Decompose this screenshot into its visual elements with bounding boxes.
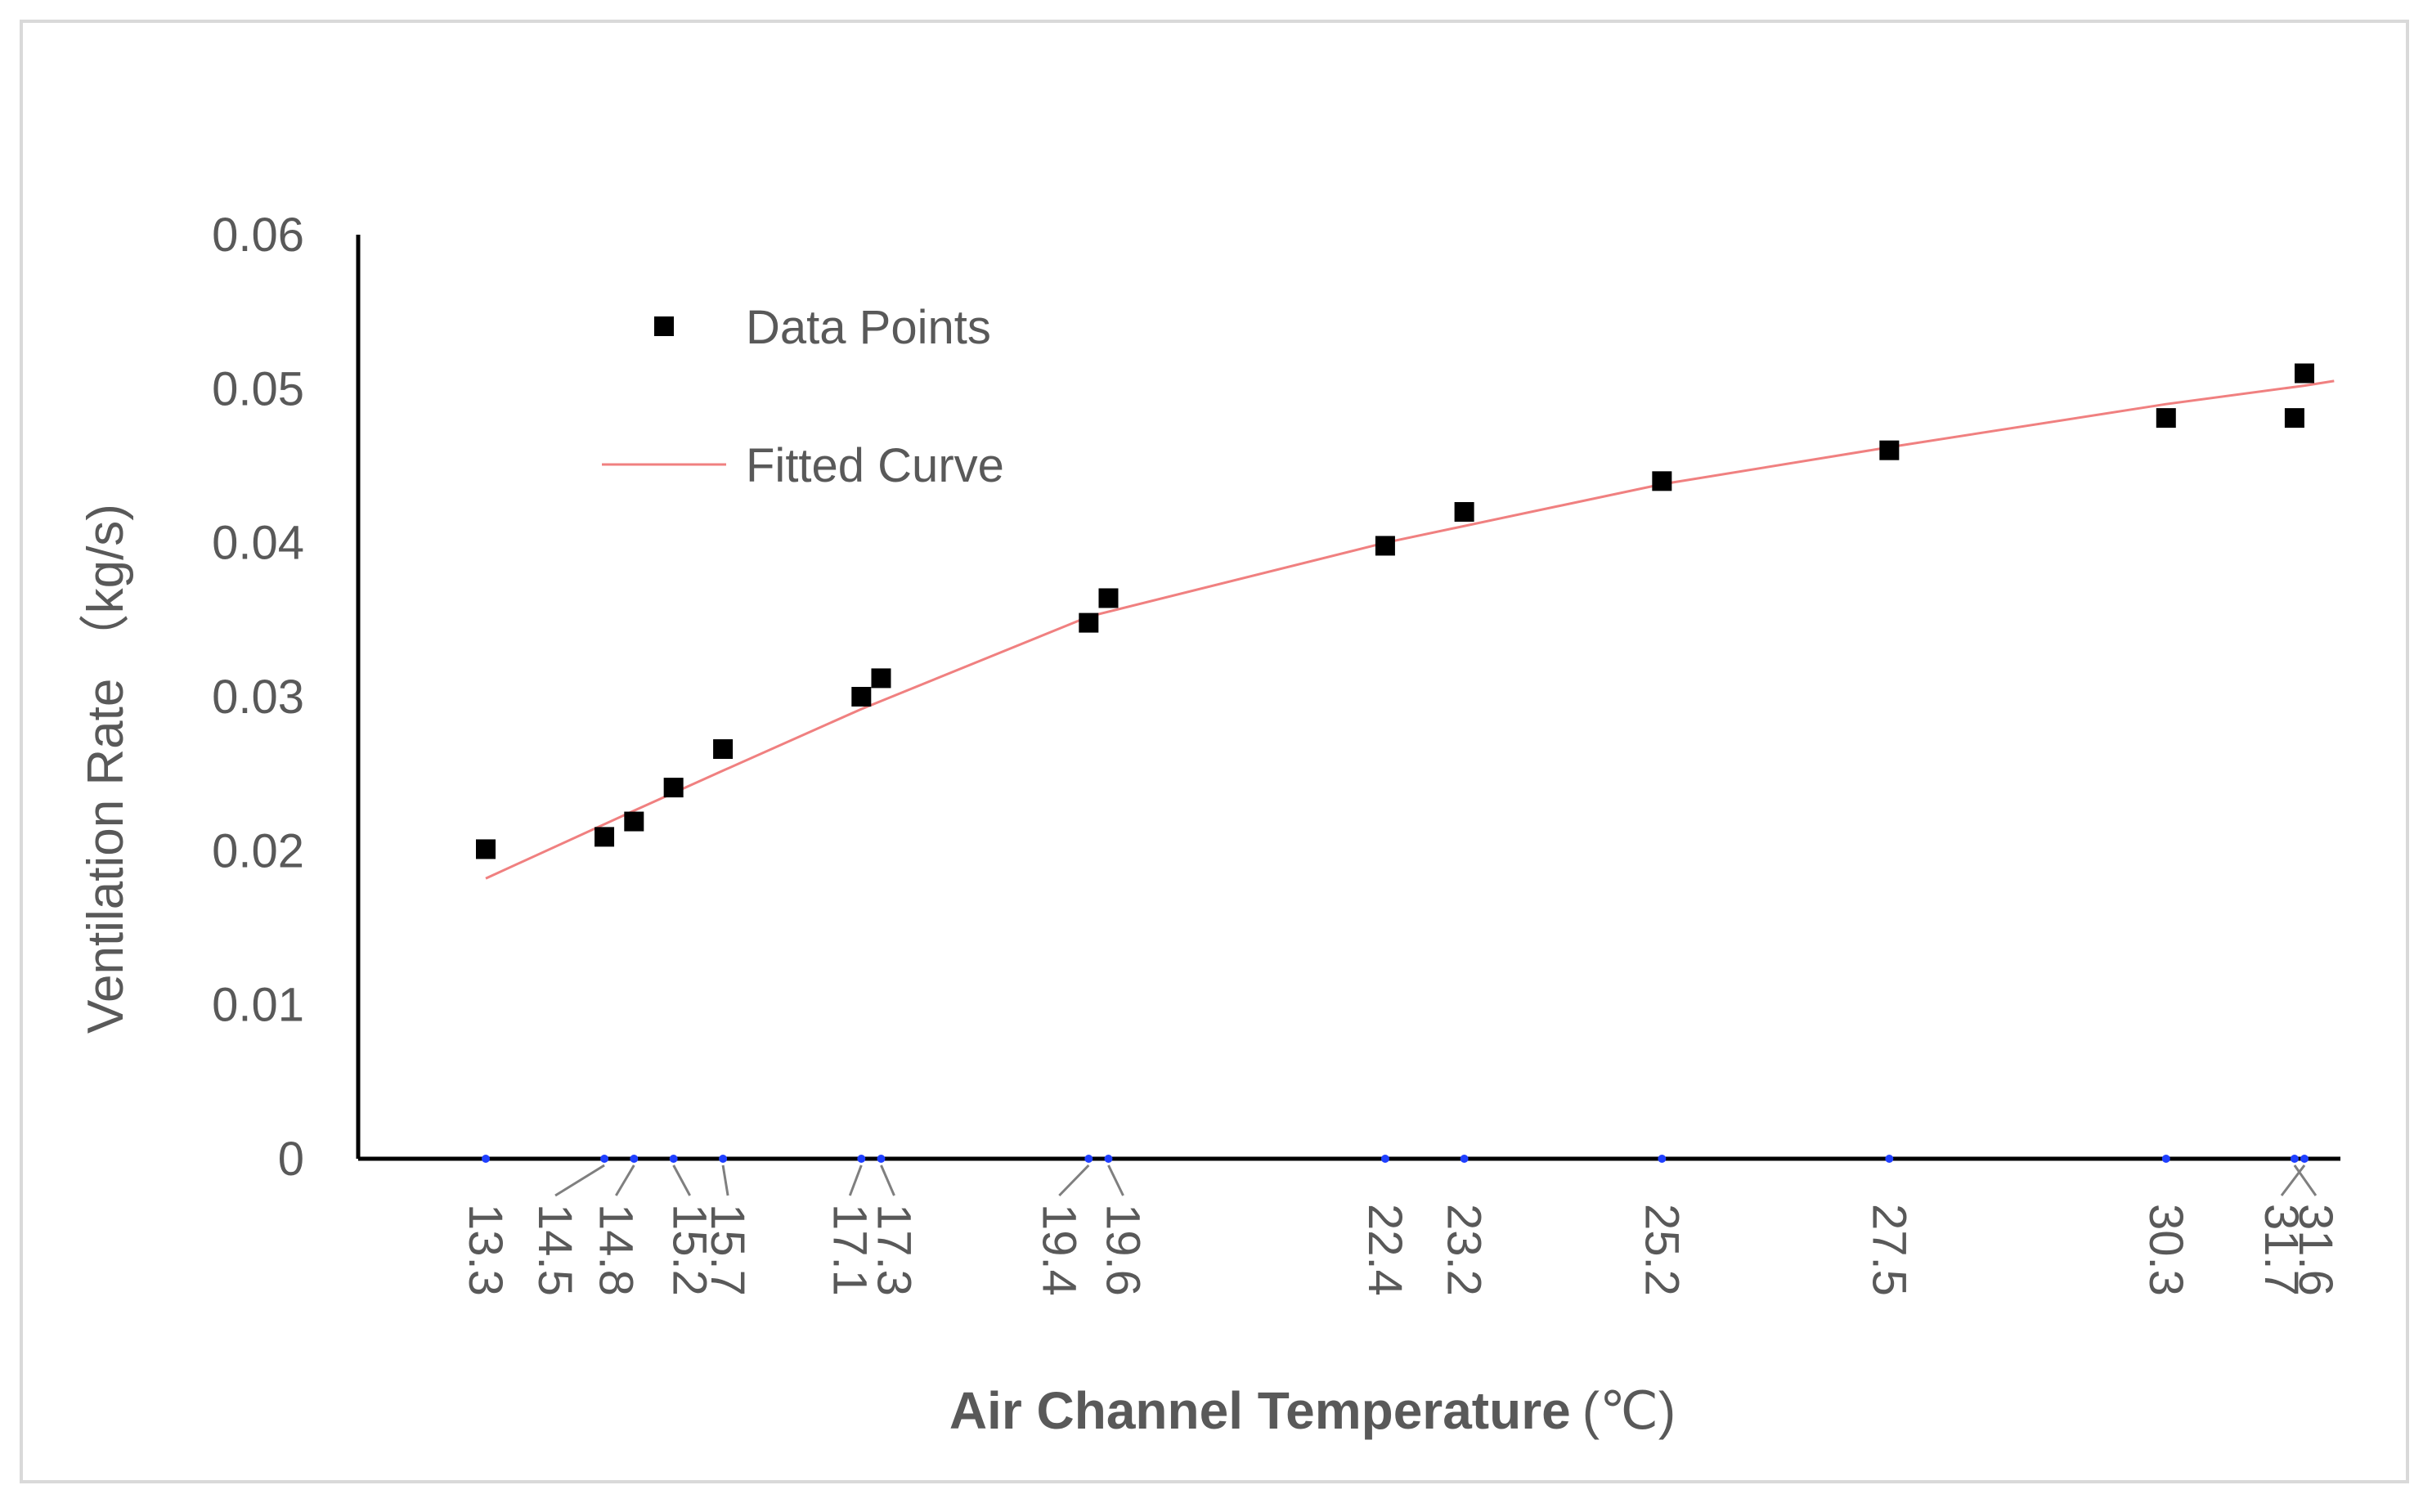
x-tick-label: 17.3 bbox=[867, 1204, 920, 1296]
x-axis-title-unit: (℃) bbox=[1582, 1381, 1676, 1440]
x-tick-dot bbox=[1104, 1155, 1113, 1163]
x-tick-leader bbox=[2293, 1164, 2318, 1196]
x-tick-label: 14.8 bbox=[589, 1204, 642, 1296]
x-tick-dot bbox=[669, 1155, 678, 1163]
x-tick-label: 22.4 bbox=[1358, 1204, 1411, 1296]
x-tick-dot bbox=[2161, 1155, 2170, 1163]
x-tick-leader bbox=[1058, 1164, 1090, 1197]
x-tick-dot bbox=[1380, 1155, 1389, 1163]
x-tick-leader bbox=[2280, 1164, 2306, 1196]
x-tick-leader bbox=[554, 1164, 605, 1197]
x-tick-dot bbox=[600, 1155, 609, 1163]
y-axis-title: Ventilation Rate （kg/s) bbox=[78, 504, 134, 1034]
legend-label-fitted-curve: Fitted Curve bbox=[746, 439, 1004, 492]
x-tick-dot bbox=[2300, 1155, 2309, 1163]
y-tick-label: 0.02 bbox=[212, 824, 304, 877]
x-tick-dot bbox=[482, 1155, 490, 1163]
x-tick-dot bbox=[1658, 1155, 1667, 1163]
x-tick-leader bbox=[672, 1164, 691, 1196]
data-point-marker bbox=[851, 687, 872, 707]
x-tick-label: 19.6 bbox=[1096, 1204, 1149, 1296]
x-tick-label: 31.6 bbox=[2289, 1204, 2342, 1296]
x-tick-label: 19.4 bbox=[1032, 1204, 1085, 1296]
x-axis: 13.3 14.5 14.8 15.215.7 17.117.3 19.4 19.6 22.4… bbox=[358, 1155, 2342, 1296]
x-tick-dot bbox=[877, 1155, 886, 1163]
y-tick-label: 0.04 bbox=[212, 517, 304, 570]
x-tick-leader bbox=[1107, 1164, 1124, 1196]
series-layer bbox=[476, 363, 2335, 880]
y-tick-label: 0.03 bbox=[212, 671, 304, 724]
legend-label-data-points: Data Points bbox=[746, 301, 991, 354]
chart-frame bbox=[20, 20, 2409, 1483]
data-point-marker bbox=[624, 811, 644, 832]
y-tick-label: 0.01 bbox=[212, 979, 304, 1032]
x-tick-label: 27.5 bbox=[1862, 1204, 1915, 1296]
x-tick-dot bbox=[630, 1155, 639, 1163]
data-point-marker bbox=[2156, 408, 2176, 428]
x-tick-label: 31.7 bbox=[2255, 1204, 2308, 1296]
data-point-marker bbox=[1454, 502, 1474, 522]
x-axis-title-text: Air Channel Temperature bbox=[949, 1381, 1571, 1440]
x-tick-dot bbox=[857, 1155, 866, 1163]
x-tick-label: 13.3 bbox=[459, 1204, 512, 1296]
x-tick-dot bbox=[1460, 1155, 1469, 1163]
x-tick-label: 25.2 bbox=[1635, 1204, 1688, 1296]
data-point-marker bbox=[2284, 408, 2304, 428]
legend: Data Points Fitted Curve bbox=[602, 301, 1004, 492]
y-tick-label: 0 bbox=[278, 1133, 304, 1186]
x-tick-dot bbox=[1885, 1155, 1894, 1163]
y-tick-label: 0.06 bbox=[212, 209, 304, 262]
x-tick-label: 23.2 bbox=[1438, 1204, 1491, 1296]
data-point-marker bbox=[871, 668, 891, 689]
data-point-marker bbox=[713, 739, 734, 760]
x-tick-leader bbox=[848, 1164, 863, 1196]
x-tick-label: 30.3 bbox=[2139, 1204, 2192, 1296]
x-tick-leader bbox=[721, 1164, 729, 1196]
data-point-marker bbox=[663, 778, 684, 798]
data-point-marker bbox=[1652, 471, 1672, 491]
data-point-marker bbox=[1879, 440, 1900, 460]
x-tick-label: 15.7 bbox=[701, 1204, 754, 1296]
data-point-marker bbox=[1098, 588, 1119, 608]
y-axis: 0 0.01 0.02 0.03 0.04 0.05 0.06 bbox=[212, 209, 361, 1186]
x-tick-dot bbox=[719, 1155, 728, 1163]
y-tick-label: 0.05 bbox=[212, 362, 304, 415]
x-tick-label: 15.2 bbox=[663, 1204, 716, 1296]
x-tick-leader bbox=[880, 1164, 895, 1196]
data-point-marker bbox=[476, 839, 496, 859]
data-point-marker bbox=[2295, 363, 2314, 384]
data-point-marker bbox=[1375, 536, 1395, 556]
x-tick-leader bbox=[615, 1164, 635, 1196]
data-point-marker bbox=[1079, 612, 1099, 633]
x-tick-label: 17.1 bbox=[823, 1204, 876, 1296]
x-axis-title: Air Channel Temperature (℃) bbox=[949, 1381, 1676, 1440]
legend-marker-data-points bbox=[654, 316, 674, 336]
data-point-marker bbox=[595, 827, 615, 847]
x-tick-label: 14.5 bbox=[528, 1204, 581, 1296]
x-tick-dot bbox=[2290, 1155, 2299, 1163]
x-tick-dot bbox=[1084, 1155, 1093, 1163]
